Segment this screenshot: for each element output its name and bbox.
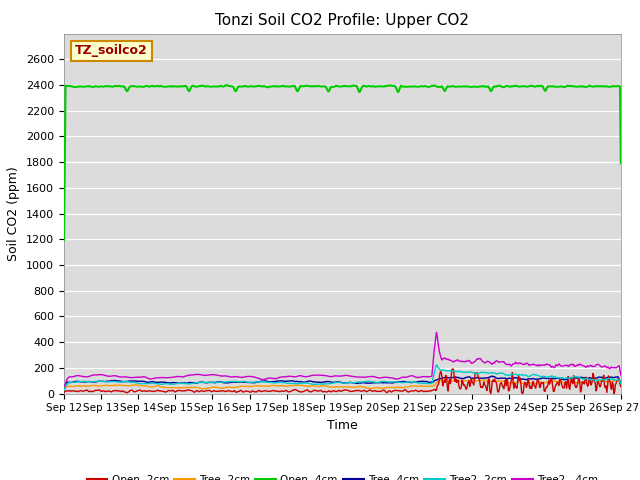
Text: TZ_soilco2: TZ_soilco2 [75, 44, 148, 58]
Title: Tonzi Soil CO2 Profile: Upper CO2: Tonzi Soil CO2 Profile: Upper CO2 [216, 13, 469, 28]
Legend: Open -2cm, Tree -2cm, Open -4cm, Tree -4cm, Tree2 -2cm, Tree2 - 4cm: Open -2cm, Tree -2cm, Open -4cm, Tree -4… [83, 471, 602, 480]
Y-axis label: Soil CO2 (ppm): Soil CO2 (ppm) [8, 166, 20, 261]
X-axis label: Time: Time [327, 419, 358, 432]
